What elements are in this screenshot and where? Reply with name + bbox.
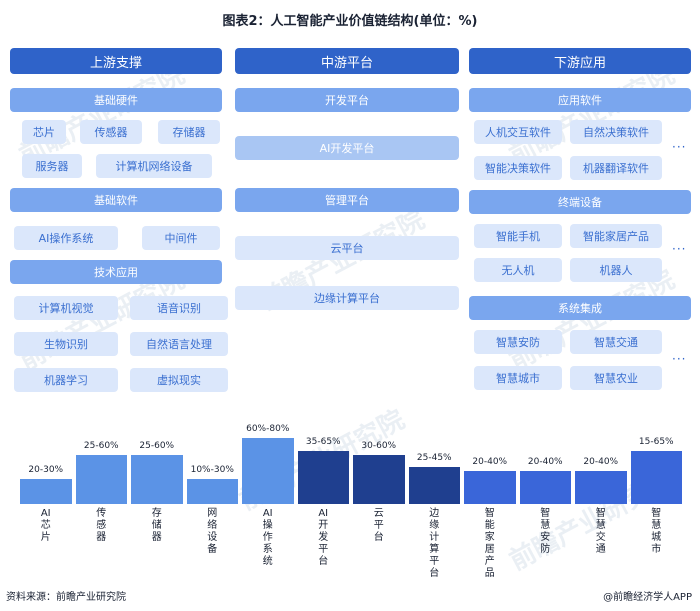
chart-bar xyxy=(20,479,72,504)
section-basic-software: 基础软件 xyxy=(10,188,222,212)
item-chip: 芯片 xyxy=(22,120,66,144)
value-share-chart: 20-30% AI芯片 25-60% 传感器 25-60% 存储器 10%-30% 网络设备 6… xyxy=(0,400,700,580)
chart-category-label: AI开发平台 xyxy=(318,508,329,567)
item-smart-home: 智能家居产品 xyxy=(570,224,662,248)
chart-category-label: 网络设备 xyxy=(207,508,218,555)
chart-bar xyxy=(242,438,294,504)
item-biometrics: 生物识别 xyxy=(14,332,118,356)
chart-data-label: 60%-80% xyxy=(246,424,290,435)
chart-data-label: 20-40% xyxy=(583,457,619,468)
chart-bar xyxy=(186,479,238,504)
section-basic-hardware: 基础硬件 xyxy=(10,88,222,112)
chart-bar xyxy=(575,471,627,504)
item-machine-learning: 机器学习 xyxy=(14,368,118,392)
chart-bar xyxy=(131,454,183,504)
more-indicator: ··· xyxy=(672,242,687,256)
chart-bar xyxy=(75,454,127,504)
item-middleware: 中间件 xyxy=(142,226,220,250)
item-network-device: 计算机网络设备 xyxy=(96,154,212,178)
chart-bar xyxy=(464,471,516,504)
chart-category-label: 传感器 xyxy=(96,508,107,543)
chart-data-label: 35-65% xyxy=(305,436,341,447)
chart-category-label: 智能家居产品 xyxy=(484,508,495,579)
item-server: 服务器 xyxy=(22,154,82,178)
chart-bar xyxy=(353,454,405,504)
chart-category-label: 云平台 xyxy=(373,508,384,543)
section-system-integration: 系统集成 xyxy=(469,296,691,320)
item-smart-agriculture: 智慧农业 xyxy=(570,366,662,390)
item-natural-decision: 自然决策软件 xyxy=(570,120,662,144)
item-sensor: 传感器 xyxy=(80,120,142,144)
chart-data-label: 30-60% xyxy=(361,440,397,451)
item-ai-os: AI操作系统 xyxy=(14,226,118,250)
chart-data-label: 20-30% xyxy=(28,465,64,476)
header-upstream: 上游支撑 xyxy=(10,48,222,74)
brand-text: @前瞻经济学人APP xyxy=(603,592,692,603)
chart-category-label: 存储器 xyxy=(151,508,162,543)
item-smart-city: 智慧城市 xyxy=(474,366,562,390)
item-machine-translation: 机器翻译软件 xyxy=(570,156,662,180)
chart-data-label: 20-40% xyxy=(527,457,563,468)
item-edge-platform: 边缘计算平台 xyxy=(235,286,459,310)
item-drone: 无人机 xyxy=(474,258,562,282)
chart-bar xyxy=(408,467,460,504)
item-cloud-platform: 云平台 xyxy=(235,236,459,260)
chart-category-label: 智慧安防 xyxy=(540,508,551,555)
item-computer-vision: 计算机视觉 xyxy=(14,296,118,320)
chart-category-label: 边缘计算平台 xyxy=(429,508,440,579)
more-indicator: ··· xyxy=(672,140,687,154)
item-smart-decision: 智能决策软件 xyxy=(474,156,562,180)
item-smart-traffic: 智慧交通 xyxy=(570,330,662,354)
chart-bar xyxy=(519,471,571,504)
item-robot: 机器人 xyxy=(570,258,662,282)
header-downstream: 下游应用 xyxy=(469,48,691,74)
chart-bar xyxy=(630,450,682,504)
section-tech-application: 技术应用 xyxy=(10,260,222,284)
chart-category-label: 智慧城市 xyxy=(651,508,662,555)
chart-data-label: 25-45% xyxy=(416,453,452,464)
item-smart-security: 智慧安防 xyxy=(474,330,562,354)
item-storage: 存储器 xyxy=(158,120,220,144)
section-mgmt-platform: 管理平台 xyxy=(235,188,459,212)
chart-data-label: 20-40% xyxy=(472,457,508,468)
header-midstream: 中游平台 xyxy=(235,48,459,74)
source-text: 资料来源：前瞻产业研究院 xyxy=(6,592,126,603)
section-app-software: 应用软件 xyxy=(469,88,691,112)
chart-data-label: 25-60% xyxy=(83,440,119,451)
chart-data-label: 25-60% xyxy=(139,440,175,451)
chart-category-label: 智慧交通 xyxy=(595,508,606,555)
chart-bar xyxy=(297,450,349,504)
chart-data-label: 15-65% xyxy=(638,436,674,447)
item-smartphone: 智能手机 xyxy=(474,224,562,248)
item-hci-software: 人机交互软件 xyxy=(474,120,562,144)
item-nlp: 自然语言处理 xyxy=(130,332,228,356)
section-terminal: 终端设备 xyxy=(469,190,691,214)
page-title: 图表2：人工智能产业价值链结构(单位：%) xyxy=(222,14,478,29)
section-dev-platform: 开发平台 xyxy=(235,88,459,112)
more-indicator: ··· xyxy=(672,352,687,366)
chart-category-label: AI操作系统 xyxy=(262,508,273,567)
item-speech-recognition: 语音识别 xyxy=(130,296,228,320)
chart-category-label: AI芯片 xyxy=(40,508,51,543)
chart-data-label: 10%-30% xyxy=(190,465,234,476)
item-virtual-reality: 虚拟现实 xyxy=(130,368,228,392)
item-ai-dev-platform: AI开发平台 xyxy=(235,136,459,160)
